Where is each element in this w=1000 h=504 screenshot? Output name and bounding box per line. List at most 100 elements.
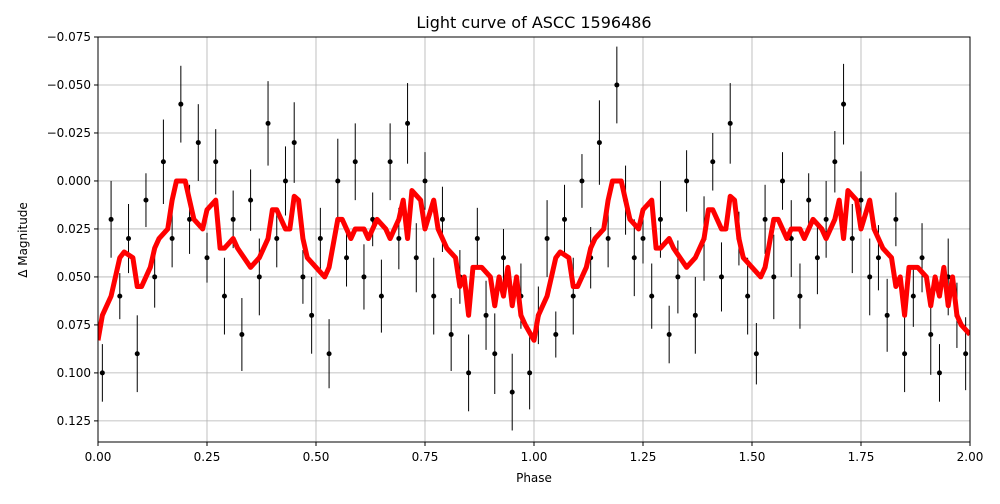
data-point	[178, 101, 184, 107]
data-point	[274, 236, 280, 242]
data-point	[727, 120, 733, 126]
data-point	[378, 293, 384, 299]
y-tick-label: 0.100	[57, 366, 91, 380]
data-point	[500, 255, 506, 261]
data-point	[396, 236, 402, 242]
trend-line	[98, 178, 970, 343]
data-point	[474, 236, 480, 242]
data-point	[919, 255, 925, 261]
data-point	[335, 178, 341, 184]
data-point	[169, 236, 175, 242]
x-tick-label: 1.50	[739, 450, 766, 464]
data-point	[309, 312, 315, 318]
data-point	[439, 216, 445, 222]
y-tick-label: 0.025	[57, 222, 91, 236]
data-point	[134, 351, 140, 357]
grid	[97, 36, 971, 442]
data-point	[431, 293, 437, 299]
data-point	[692, 312, 698, 318]
data-point	[963, 351, 969, 357]
y-tick-label: 0.075	[57, 318, 91, 332]
data-point	[492, 351, 498, 357]
data-point	[126, 236, 132, 242]
data-point	[248, 197, 254, 203]
data-point	[936, 370, 942, 376]
data-point	[291, 140, 297, 146]
data-point	[317, 236, 323, 242]
x-tick-label: 0.00	[85, 450, 112, 464]
data-point	[675, 274, 681, 280]
data-point	[570, 293, 576, 299]
data-point	[858, 197, 864, 203]
y-tick-label: 0.125	[57, 414, 91, 428]
data-point	[160, 159, 166, 165]
data-point	[527, 370, 533, 376]
data-point	[422, 178, 428, 184]
data-point	[832, 159, 838, 165]
data-point	[509, 389, 515, 395]
data-point	[448, 332, 454, 338]
y-axis-label: Δ Magnitude	[16, 202, 30, 278]
data-point	[108, 216, 114, 222]
data-point	[413, 255, 419, 261]
y-tick-label: −0.050	[47, 78, 91, 92]
data-point	[718, 274, 724, 280]
data-point	[902, 351, 908, 357]
data-point	[239, 332, 245, 338]
data-point	[143, 197, 149, 203]
data-point	[230, 216, 236, 222]
data-point	[823, 216, 829, 222]
data-point	[204, 255, 210, 261]
data-point	[806, 197, 812, 203]
x-tick-label: 2.00	[957, 450, 984, 464]
data-point	[265, 120, 271, 126]
data-point	[710, 159, 716, 165]
x-axis-label: Phase	[516, 471, 552, 485]
data-point	[361, 274, 367, 280]
x-tick-label: 0.75	[412, 450, 439, 464]
data-point	[213, 159, 219, 165]
data-point	[657, 216, 663, 222]
ticks: 0.00 0.25 0.50 0.75 1.00 1.25 1.50 1.75 2.00 −0.0…	[47, 30, 984, 464]
y-tick-label: −0.025	[47, 126, 91, 140]
data-point	[483, 312, 489, 318]
data-point	[344, 255, 350, 261]
data-point	[544, 236, 550, 242]
y-tick-label: 0.050	[57, 270, 91, 284]
data-point	[579, 178, 585, 184]
data-point	[666, 332, 672, 338]
data-point	[753, 351, 759, 357]
x-tick-label: 0.25	[194, 450, 221, 464]
data-point	[797, 293, 803, 299]
data-point	[562, 216, 568, 222]
data-point	[300, 274, 306, 280]
data-point	[649, 293, 655, 299]
chart-title: Light curve of ASCC 1596486	[416, 13, 651, 32]
x-tick-label: 0.50	[303, 450, 330, 464]
x-tick-label: 1.00	[521, 450, 548, 464]
data-point	[282, 178, 288, 184]
data-point	[596, 140, 602, 146]
data-point	[187, 216, 193, 222]
data-point	[605, 236, 611, 242]
data-point	[684, 178, 690, 184]
data-point	[780, 178, 786, 184]
data-point	[152, 274, 158, 280]
data-point	[387, 159, 393, 165]
data-point	[814, 255, 820, 261]
y-tick-label: −0.075	[47, 30, 91, 44]
data-point	[221, 293, 227, 299]
data-point	[614, 82, 620, 88]
x-tick-label: 1.25	[630, 450, 657, 464]
data-point	[256, 274, 262, 280]
data-point	[867, 274, 873, 280]
data-point	[875, 255, 881, 261]
data-point	[762, 216, 768, 222]
data-point	[326, 351, 332, 357]
data-point	[640, 236, 646, 242]
y-tick-label: 0.000	[57, 174, 91, 188]
data-point	[405, 120, 411, 126]
plot-area	[98, 46, 970, 431]
